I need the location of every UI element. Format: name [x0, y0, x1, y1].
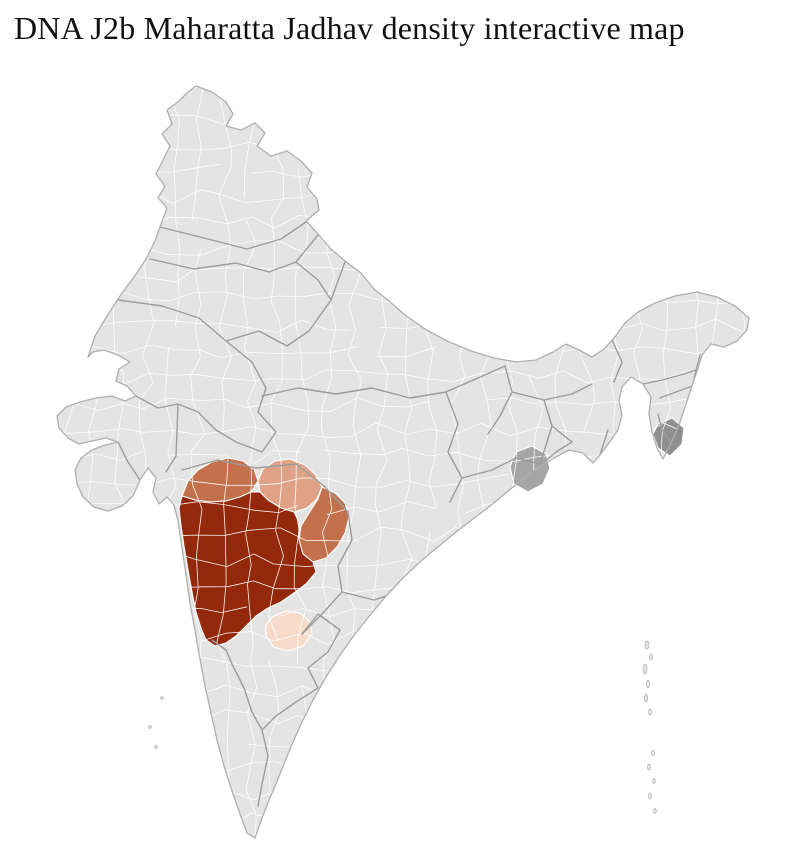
island-district[interactable]	[148, 725, 152, 729]
state-border-line	[117, 261, 346, 347]
state-border-line	[445, 391, 609, 503]
lakshadweep-islands[interactable]	[148, 696, 164, 749]
state-border-line	[149, 221, 332, 301]
island-district[interactable]	[644, 693, 648, 703]
page-title: DNA J2b Maharatta Jadhav density interac…	[14, 10, 685, 46]
island-district[interactable]	[649, 653, 653, 661]
island-district[interactable]	[651, 750, 655, 756]
island-district[interactable]	[644, 640, 650, 650]
andaman-nicobar-islands[interactable]	[642, 640, 657, 814]
state-border-line	[117, 339, 703, 481]
island-district[interactable]	[647, 763, 651, 771]
state-borders	[117, 221, 703, 807]
island-district[interactable]	[648, 708, 652, 716]
district-region-medium-east[interactable]	[298, 486, 350, 563]
state-border-line	[135, 340, 277, 473]
island-district[interactable]	[160, 696, 164, 700]
district-region-verylow-southeast[interactable]	[265, 610, 313, 652]
island-district[interactable]	[652, 778, 656, 784]
island-district[interactable]	[642, 663, 648, 675]
island-district[interactable]	[653, 808, 657, 814]
district-cluster-high[interactable]	[178, 491, 317, 647]
india-landmass[interactable]	[57, 86, 749, 838]
island-district[interactable]	[646, 679, 650, 689]
state-border-line	[261, 365, 593, 443]
island-district[interactable]	[154, 745, 158, 749]
state-border-line	[211, 613, 341, 807]
island-district[interactable]	[648, 792, 652, 800]
